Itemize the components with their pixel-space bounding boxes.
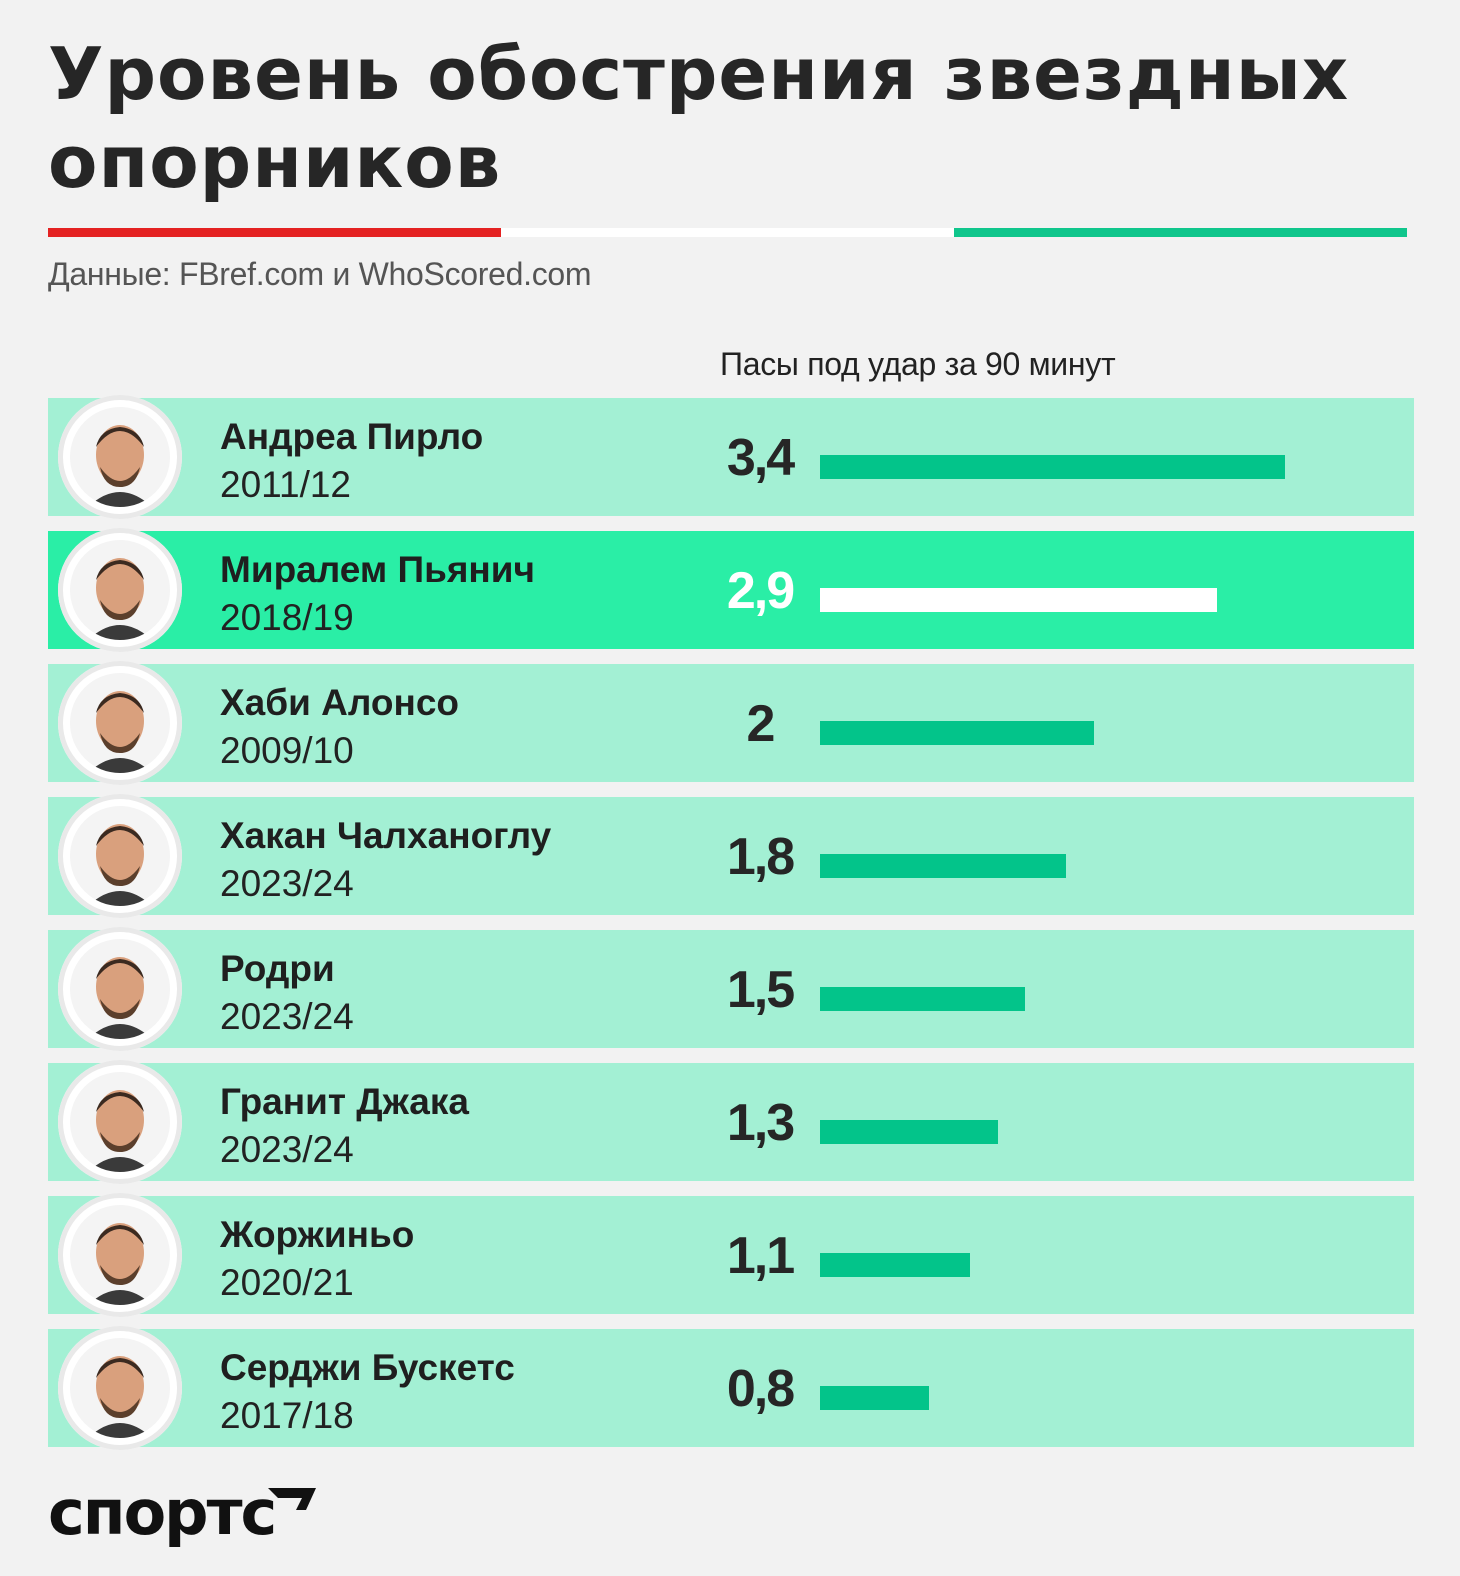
player-season: 2011/12 (220, 464, 351, 505)
player-avatar (58, 927, 182, 1051)
chart-row: Миралем Пьянич 2018/19 2,9 (48, 528, 1414, 652)
flag-stripe-green (954, 228, 1407, 237)
player-name: Жоржиньо (220, 1214, 415, 1255)
player-avatar (58, 528, 182, 652)
chart-row: Жоржиньо 2020/21 1,1 (48, 1193, 1414, 1317)
data-source: Данные: FBref.com и WhoScored.com (48, 256, 592, 292)
player-name: Серджи Бускетс (220, 1347, 515, 1388)
player-name: Хаби Алонсо (220, 682, 460, 723)
chart-row: Хаби Алонсо 2009/10 2 (48, 661, 1414, 785)
player-avatar (58, 1326, 182, 1450)
flag-stripe-red (48, 228, 501, 237)
player-photo-icon (70, 673, 170, 773)
data-label: 1,8 (726, 828, 795, 886)
player-avatar (58, 1193, 182, 1317)
player-photo-icon (70, 1338, 170, 1438)
bar (820, 455, 1285, 479)
player-name: Андреа Пирло (220, 416, 484, 457)
data-label: 1,3 (726, 1094, 795, 1152)
data-label: 1,5 (726, 961, 795, 1019)
bar (820, 1253, 970, 1277)
player-name: Миралем Пьянич (220, 549, 536, 590)
player-season: 2023/24 (220, 863, 354, 904)
player-name: Родри (220, 948, 335, 989)
chart-row: Серджи Бускетс 2017/18 0,8 (48, 1326, 1414, 1450)
player-photo-icon (70, 540, 170, 640)
player-photo-icon (70, 1072, 170, 1172)
player-season: 2020/21 (220, 1262, 354, 1303)
player-avatar (58, 661, 182, 785)
player-photo-icon (70, 1205, 170, 1305)
brand-logo: спортс (48, 1476, 277, 1549)
bar (820, 588, 1217, 612)
data-label: 1,1 (726, 1227, 795, 1285)
bar (820, 987, 1025, 1011)
player-season: 2018/19 (220, 597, 354, 638)
player-photo-icon (70, 939, 170, 1039)
player-avatar (58, 395, 182, 519)
chart-row: Андреа Пирло 2011/12 3,4 (48, 395, 1414, 519)
bar (820, 1386, 929, 1410)
player-season: 2023/24 (220, 996, 354, 1037)
brand-logo-mark-icon (268, 1488, 316, 1510)
chart-row: Родри 2023/24 1,5 (48, 927, 1414, 1051)
player-photo-icon (70, 806, 170, 906)
metric-label: Пасы под удар за 90 минут (720, 346, 1116, 382)
bar (820, 1120, 998, 1144)
player-name: Гранит Джака (220, 1081, 469, 1122)
player-avatar (58, 1060, 182, 1184)
data-label: 3,4 (726, 429, 795, 487)
player-avatar (58, 794, 182, 918)
bar (820, 854, 1066, 878)
player-season: 2009/10 (220, 730, 354, 771)
chart-row: Хакан Чалханоглу 2023/24 1,8 (48, 794, 1414, 918)
player-name: Хакан Чалханоглу (220, 815, 552, 856)
chart-row: Гранит Джака 2023/24 1,3 (48, 1060, 1414, 1184)
data-label: 2,9 (726, 562, 795, 620)
chart-title: Уровень обострения звездных опорников (48, 32, 1350, 204)
data-label: 0,8 (726, 1360, 795, 1418)
bar (820, 721, 1094, 745)
player-photo-icon (70, 407, 170, 507)
flag-stripe-white (501, 228, 954, 237)
data-label: 2 (746, 695, 776, 753)
player-season: 2017/18 (220, 1395, 354, 1436)
player-season: 2023/24 (220, 1129, 354, 1170)
